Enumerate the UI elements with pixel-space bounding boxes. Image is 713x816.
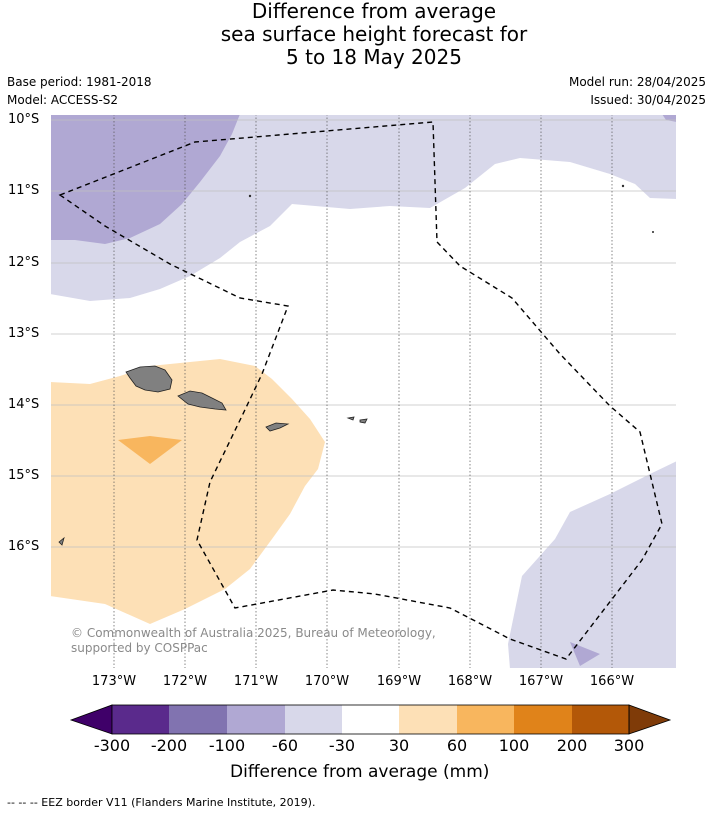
- colorbar-segment-7: [457, 705, 514, 734]
- meta-left: Base period: 1981-2018 Model: ACCESS-S2: [7, 73, 152, 109]
- anomaly-region-neg60-100-southeast: [570, 642, 600, 666]
- colorbar-segment-5: [342, 705, 399, 734]
- lat-label-13s: 13°S: [8, 326, 40, 341]
- lon-label-170w: 170°W: [304, 674, 350, 689]
- copyright-note: © Commonwealth of Australia 2025, Bureau…: [71, 626, 436, 655]
- cb-tick-100: 100: [498, 736, 530, 755]
- colorbar-segment-6: [399, 705, 457, 734]
- colorbar-segment-1: [112, 705, 169, 734]
- cb-tick-60: 60: [446, 736, 468, 755]
- title-line-3: 5 to 18 May 2025: [286, 45, 462, 69]
- map-plot: [50, 114, 677, 669]
- lat-label-14s: 14°S: [8, 397, 40, 412]
- map-border: [50, 114, 677, 669]
- island-ofu: [346, 416, 355, 421]
- anomaly-region-neg30-60-southeast: [508, 461, 677, 669]
- anomaly-region-pos60-100: [118, 436, 182, 464]
- lon-gridlines: [113, 114, 613, 669]
- island-tau: [359, 418, 368, 424]
- lon-label-167w: 167°W: [518, 674, 564, 689]
- cb-tick-300: 300: [613, 736, 645, 755]
- colorbar-segment-3: [227, 705, 285, 734]
- chart-title: Difference from average sea surface heig…: [0, 0, 713, 69]
- lon-label-171w: 171°W: [233, 674, 279, 689]
- lon-label-169w: 169°W: [376, 674, 422, 689]
- model-run: Model run: 28/04/2025: [568, 75, 706, 89]
- model-name: Model: ACCESS-S2: [7, 93, 119, 107]
- lat-label-10s: 10°S: [8, 112, 40, 127]
- lat-label-15s: 15°S: [8, 468, 40, 483]
- cb-tick-200: 200: [556, 736, 588, 755]
- cb-tick-minus300: -300: [93, 736, 131, 755]
- lat-label-16s: 16°S: [8, 539, 40, 554]
- island-tutuila: [265, 422, 290, 432]
- colorbar: [69, 704, 672, 735]
- lon-label-173w: 173°W: [91, 674, 137, 689]
- cb-tick-30: 30: [388, 736, 410, 755]
- colorbar-segment-9: [572, 705, 629, 734]
- lon-label-166w: 166°W: [589, 674, 635, 689]
- title-line-2: sea surface height forecast for: [220, 22, 528, 46]
- issued-date: Issued: 30/04/2025: [590, 93, 706, 107]
- title-line-1: Difference from average: [251, 0, 497, 23]
- island-north-east-2: [652, 231, 655, 234]
- cb-tick-minus30: -30: [328, 736, 356, 755]
- eez-legend-note: -- -- -- EEZ border V11 (Flanders Marine…: [7, 796, 316, 809]
- lon-label-172w: 172°W: [162, 674, 208, 689]
- island-north-east-1: [621, 184, 625, 188]
- colorbar-segment-4: [285, 705, 342, 734]
- colorbar-segment-8: [514, 705, 572, 734]
- lat-label-12s: 12°S: [8, 255, 40, 270]
- colorbar-segment-2: [169, 705, 227, 734]
- lat-label-11s: 11°S: [8, 183, 40, 198]
- island-swains: [248, 194, 252, 198]
- cb-tick-minus200: -200: [150, 736, 188, 755]
- eez-border: [58, 121, 663, 660]
- cb-tick-minus60: -60: [271, 736, 299, 755]
- colorbar-border: [111, 704, 630, 735]
- land-islands: [58, 184, 655, 546]
- cb-tick-minus100: -100: [208, 736, 246, 755]
- colorbar-min-arrow: [69, 704, 113, 735]
- island-savaii: [125, 365, 173, 393]
- anomaly-region-pos30-60: [50, 359, 325, 624]
- lat-gridlines: [50, 119, 677, 548]
- base-period: Base period: 1981-2018: [7, 75, 152, 89]
- island-south-west: [58, 536, 65, 546]
- colorbar-max-arrow: [628, 704, 672, 735]
- colorbar-label: Difference from average (mm): [230, 762, 490, 782]
- island-upolu: [177, 390, 227, 411]
- meta-right: Model run: 28/04/2025 Issued: 30/04/2025: [569, 73, 706, 109]
- lon-label-168w: 168°W: [447, 674, 493, 689]
- anomaly-region-neg60-100: [50, 114, 240, 244]
